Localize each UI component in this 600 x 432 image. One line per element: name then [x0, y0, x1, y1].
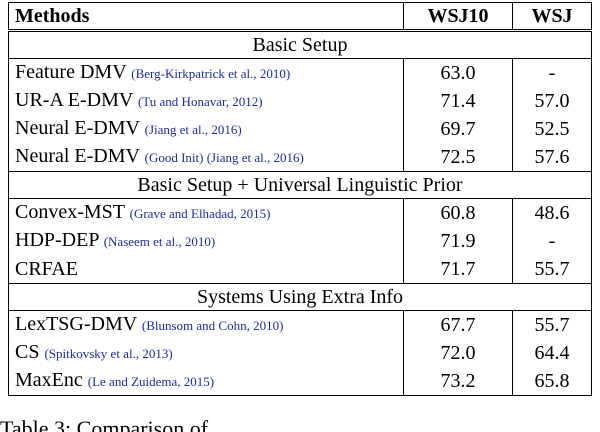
citation: (Tu and Honavar, 2012) [137, 94, 263, 109]
data-row: Neural E-DMV (Good Init) (Jiang et al., … [8, 143, 592, 172]
header-cell: Methods [8, 2, 404, 32]
method-name: UR-A E-DMV [15, 89, 133, 111]
method-name: Neural E-DMV [15, 117, 140, 139]
wsj10-score: 73.2 [403, 367, 513, 396]
method-cell: MaxEnc (Le and Zuidema, 2015) [8, 367, 404, 396]
wsj-score: 57.6 [512, 143, 592, 172]
wsj10-score: 72.0 [403, 339, 513, 367]
data-row: Neural E-DMV (Jiang et al., 2016) 69.7 52.… [8, 115, 592, 143]
wsj10-score: 60.8 [403, 198, 513, 227]
data-row: CS (Spitkovsky et al., 2013) 72.0 64.4 [8, 339, 592, 367]
method-cell: Convex-MST (Grave and Elhadad, 2015) [8, 198, 404, 227]
method-cell: Feature DMV (Berg-Kirkpatrick et al., 20… [8, 58, 404, 87]
method-name: LexTSG-DMV [15, 313, 137, 335]
method-cell: UR-A E-DMV (Tu and Honavar, 2012) [8, 87, 404, 115]
citation: (Jiang et al., 2016) [144, 122, 242, 137]
citation: (Grave and Elhadad, 2015) [129, 206, 271, 221]
method-cell: CS (Spitkovsky et al., 2013) [8, 339, 404, 367]
method-name: HDP-DEP [15, 229, 99, 251]
method-name: Convex-MST [15, 201, 125, 223]
data-row: HDP-DEP (Naseem et al., 2010) 71.9- [8, 227, 592, 255]
wsj-score: 64.4 [512, 339, 592, 367]
section-title: Basic Setup [8, 30, 592, 59]
wsj10-score: 71.4 [403, 87, 513, 115]
citation: (Le and Zuidema, 2015) [87, 374, 215, 389]
section-title: Basic Setup + Universal Linguistic Prior [8, 171, 592, 199]
wsj-score: 65.8 [512, 367, 592, 396]
citation: (Berg-Kirkpatrick et al., 2010) [131, 66, 291, 81]
section-row: Basic Setup + Universal Linguistic Prior [8, 171, 592, 199]
wsj-score: 55.7 [512, 310, 592, 339]
method-name: CRFAE [15, 258, 78, 280]
wsj10-score: 72.5 [403, 143, 513, 172]
section-title: Systems Using Extra Info [8, 283, 592, 311]
wsj10-score: 71.9 [403, 227, 513, 255]
wsj10-score: 71.7 [403, 255, 513, 284]
method-cell: Neural E-DMV (Jiang et al., 2016) [8, 115, 404, 143]
method-name: CS [15, 341, 40, 363]
citation: (Naseem et al., 2010) [103, 234, 216, 249]
section-row: Basic Setup [8, 30, 592, 59]
method-cell: Neural E-DMV (Good Init) (Jiang et al., … [8, 143, 404, 172]
header-cell: WSJ [512, 2, 592, 32]
wsj-score: - [512, 58, 592, 87]
data-row: LexTSG-DMV (Blunsom and Cohn, 2010) 67.7 5… [8, 310, 592, 339]
method-name: MaxEnc [15, 369, 83, 391]
header-row: Methods WSJ10 WSJ [8, 2, 592, 32]
method-name: Feature DMV [15, 61, 127, 83]
method-cell: HDP-DEP (Naseem et al., 2010) [8, 227, 404, 255]
data-row: Convex-MST (Grave and Elhadad, 2015) 60.8… [8, 198, 592, 227]
wsj-score: - [512, 227, 592, 255]
section-row: Systems Using Extra Info [8, 283, 592, 311]
citation: (Good Init) (Jiang et al., 2016) [144, 150, 304, 165]
wsj-score: 57.0 [512, 87, 592, 115]
wsj-score: 48.6 [512, 198, 592, 227]
wsj10-score: 69.7 [403, 115, 513, 143]
data-row: MaxEnc (Le and Zuidema, 2015) 73.2 65.8 [8, 367, 592, 396]
citation: (Blunsom and Cohn, 2010) [141, 318, 284, 333]
citation: (Spitkovsky et al., 2013) [44, 346, 173, 361]
method-cell: LexTSG-DMV (Blunsom and Cohn, 2010) [8, 310, 404, 339]
method-cell: CRFAE [8, 255, 404, 284]
data-row: CRFAE 71.7 55.7 [8, 255, 592, 284]
method-name: Neural E-DMV [15, 145, 140, 167]
wsj-score: 55.7 [512, 255, 592, 284]
data-row: UR-A E-DMV (Tu and Honavar, 2012) 71.4 57.… [8, 87, 592, 115]
caption: Table 3: Comparison of [0, 416, 209, 432]
data-row: Feature DMV (Berg-Kirkpatrick et al., 20… [8, 58, 592, 87]
results-table: Methods WSJ10 WSJ Basic Setup Feature DMV… [8, 2, 592, 396]
wsj-score: 52.5 [512, 115, 592, 143]
wsj10-score: 63.0 [403, 58, 513, 87]
header-cell: WSJ10 [403, 2, 513, 32]
wsj10-score: 67.7 [403, 310, 513, 339]
